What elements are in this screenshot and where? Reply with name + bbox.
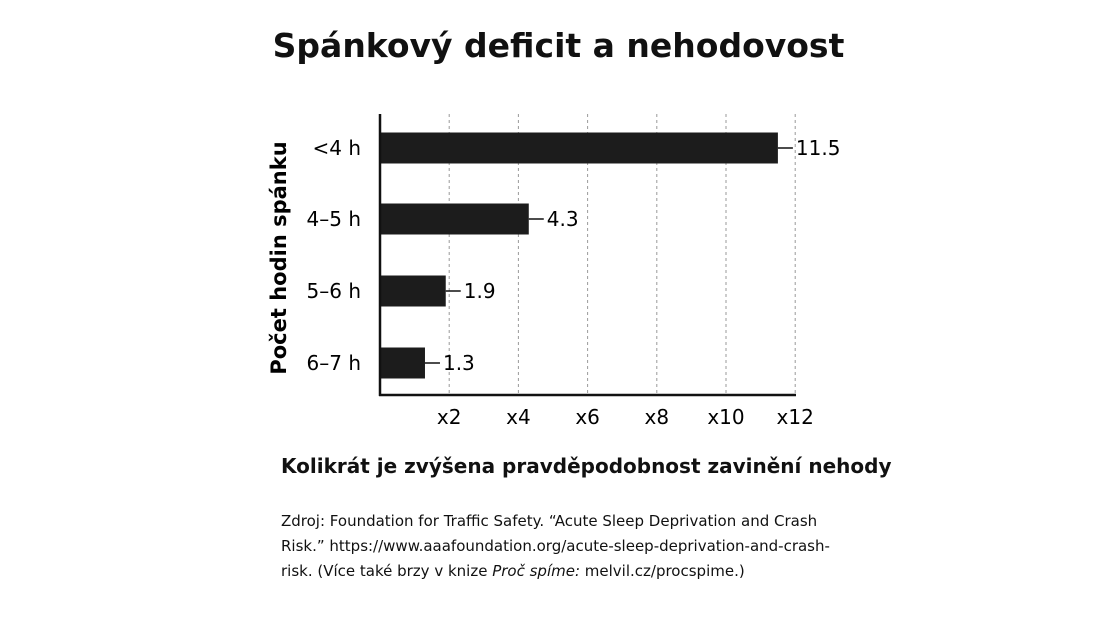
source-line-2: Risk.” https://www.aaafoundation.org/acu… xyxy=(281,537,830,555)
x-tick-label: x6 xyxy=(575,405,600,429)
book-title: Proč spíme: xyxy=(492,562,581,580)
data-labels: 11.5 4.3 1.9 1.3 xyxy=(424,136,841,375)
y-axis-label: Počet hodin spánku xyxy=(267,141,291,374)
data-label: 1.9 xyxy=(464,279,496,303)
bar xyxy=(380,203,529,235)
category-label: <4 h xyxy=(312,136,361,160)
bar xyxy=(380,347,425,379)
source-line-3: risk. (Více také brzy v knize Proč spíme… xyxy=(281,559,891,584)
data-label: 11.5 xyxy=(796,136,841,160)
source-note: Zdroj: Foundation for Traffic Safety. “A… xyxy=(281,509,891,584)
x-tick-label: x2 xyxy=(437,405,462,429)
x-tick-labels: x2 x4 x6 x8 x10 x12 xyxy=(437,405,814,429)
bar xyxy=(380,275,446,307)
gridlines xyxy=(448,114,796,395)
category-label: 4–5 h xyxy=(307,207,361,231)
x-tick-label: x4 xyxy=(506,405,531,429)
source-line-1: Zdroj: Foundation for Traffic Safety. “A… xyxy=(281,512,818,530)
source-line-3-start: risk. (Více také brzy v knize xyxy=(281,562,493,580)
source-line-3-end: melvil.cz/procspime.) xyxy=(580,562,745,580)
category-label: 6–7 h xyxy=(307,351,361,375)
bars xyxy=(380,132,778,379)
x-tick-label: x12 xyxy=(777,405,814,429)
x-tick-label: x10 xyxy=(707,405,744,429)
category-labels: <4 h 4–5 h 5–6 h 6–7 h xyxy=(307,136,361,375)
data-label: 1.3 xyxy=(443,351,475,375)
bar xyxy=(380,132,778,164)
x-axis-label: Kolikrát je zvýšena pravděpodobnost zavi… xyxy=(281,454,892,478)
x-tick-label: x8 xyxy=(645,405,670,429)
data-label: 4.3 xyxy=(547,207,579,231)
category-label: 5–6 h xyxy=(307,279,361,303)
chart-title: Spánkový deficit a nehodovost xyxy=(272,26,845,65)
